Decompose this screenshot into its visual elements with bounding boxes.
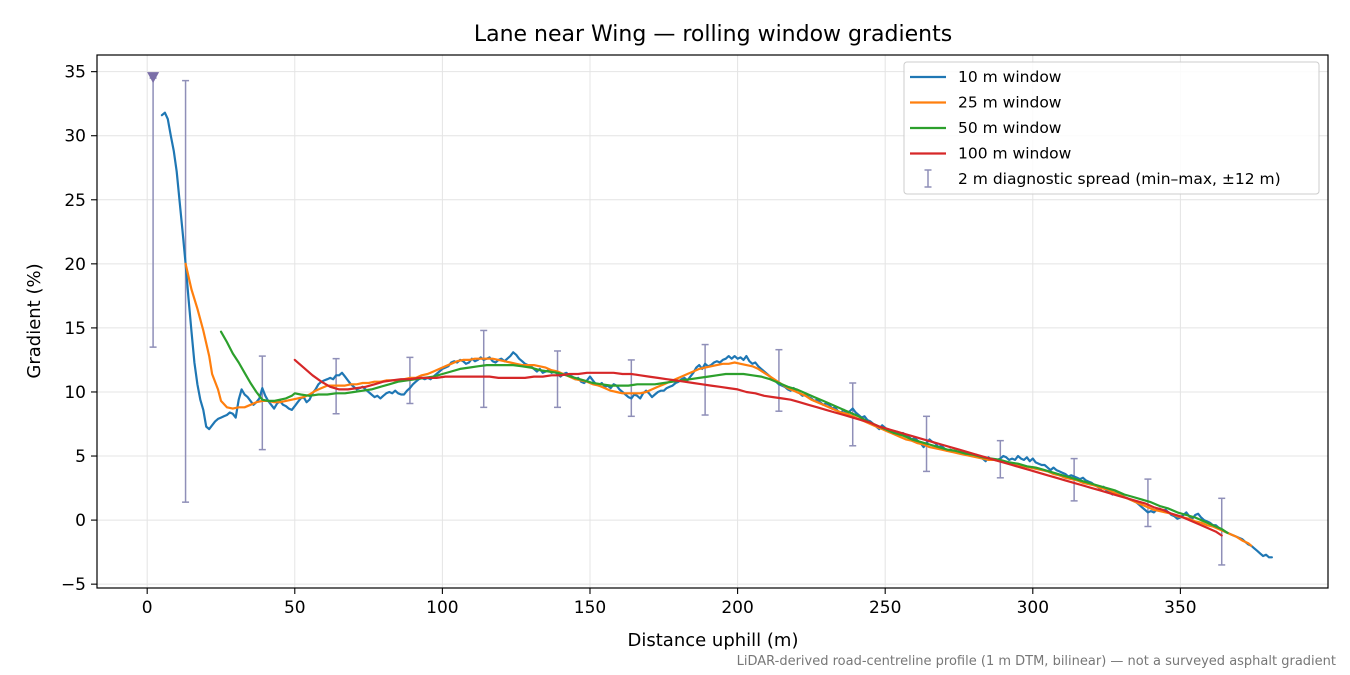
series-lines <box>160 111 1273 559</box>
series-line-1 <box>160 111 1273 559</box>
diagnostic-spread-bar <box>627 359 635 418</box>
y-axis-label: Gradient (%) <box>24 263 45 378</box>
legend-box <box>903 61 1320 195</box>
x-tick-label: 300 <box>1017 598 1049 618</box>
diagnostic-spread-bar <box>1218 497 1226 566</box>
chart-title: Lane near Wing — rolling window gradient… <box>474 22 952 47</box>
x-tick-label: 50 <box>284 598 306 618</box>
diagnostic-spread-bar <box>1144 478 1152 528</box>
x-axis-label: Distance uphill (m) <box>628 630 799 651</box>
legend-label: 2 m diagnostic spread (min–max, ±12 m) <box>958 170 1281 188</box>
y-tick-label: 5 <box>75 447 86 467</box>
legend-label: 25 m window <box>958 94 1062 112</box>
legend-entry: 10 m window <box>910 68 1062 86</box>
clipped-value-marker <box>147 72 160 84</box>
y-tick-label: 25 <box>64 191 86 211</box>
y-tick-label: 20 <box>64 255 86 275</box>
x-tick-label: 100 <box>426 598 458 618</box>
y-tick-label: −5 <box>61 575 86 595</box>
legend-label: 100 m window <box>958 145 1072 163</box>
series-line-2 <box>184 262 1253 547</box>
diagnostic-spread-bar <box>554 350 562 409</box>
diagnostic-spread-bar <box>258 355 266 451</box>
x-tick-label: 350 <box>1164 598 1196 618</box>
legend-entry: 50 m window <box>910 119 1062 137</box>
diagnostic-spread-bar <box>775 348 783 412</box>
legend-label: 50 m window <box>958 119 1062 137</box>
diagnostic-spread-bar <box>701 343 709 416</box>
legend-entry: 100 m window <box>910 145 1072 163</box>
y-tick-label: 15 <box>64 319 86 339</box>
plot-frame <box>96 54 1329 589</box>
footnote: LiDAR-derived road-centreline profile (1… <box>737 654 1336 669</box>
x-tick-label: 150 <box>574 598 606 618</box>
x-tick-label: 200 <box>721 598 753 618</box>
y-tick-label: 10 <box>64 383 86 403</box>
y-tick-label: 0 <box>75 511 86 531</box>
legend-entry: 25 m window <box>910 94 1062 112</box>
x-tick-label: 250 <box>869 598 901 618</box>
legend-entry: 2 m diagnostic spread (min–max, ±12 m) <box>924 169 1281 188</box>
grid-lines <box>97 55 1328 588</box>
series-line-4 <box>293 358 1223 537</box>
diagnostic-spread-bar <box>182 79 190 503</box>
clipped-markers <box>147 72 160 84</box>
series-line-3 <box>219 330 1229 534</box>
legend: 10 m window 25 m window 50 m window 100 m w… <box>903 61 1320 195</box>
legend-swatch <box>924 169 932 188</box>
diagnostic-spread-bar <box>480 329 488 409</box>
legend-label: 10 m window <box>958 68 1062 86</box>
x-tick-label: 0 <box>142 598 153 618</box>
diagnostic-spread-bar <box>149 77 157 348</box>
y-tick-label: 30 <box>64 127 86 147</box>
axis-ticks: 0 50 100 150 200 250 300 350 −5 0 5 10 15 20 25 30 35 <box>61 63 1197 618</box>
y-tick-label: 35 <box>64 63 86 83</box>
